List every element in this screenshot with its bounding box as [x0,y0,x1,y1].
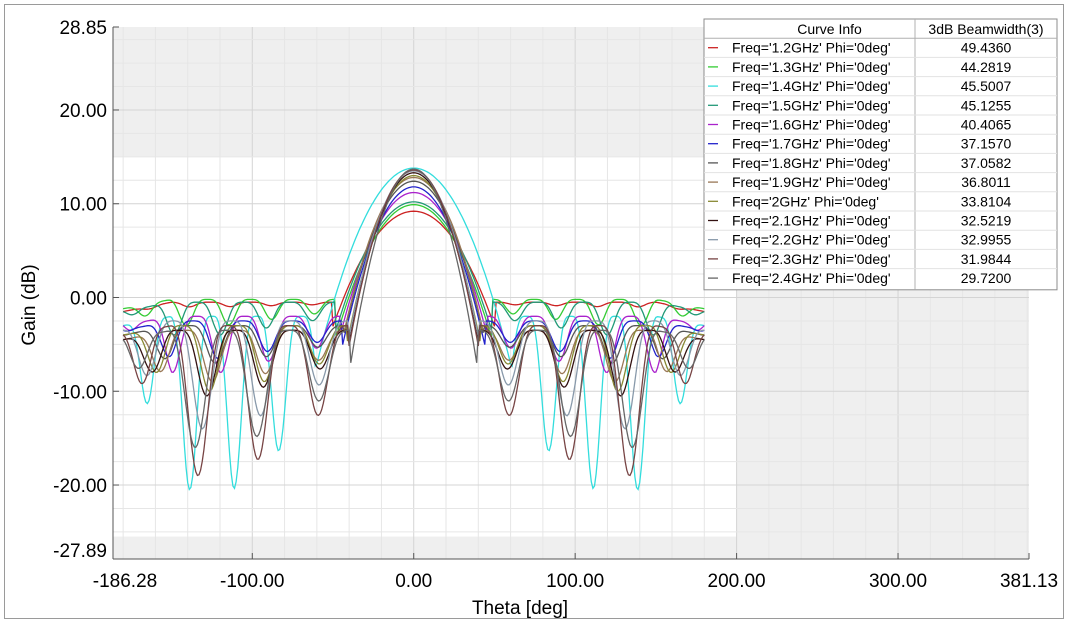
y-tick-label: 10.00 [59,195,107,216]
legend-series-value: 45.5007 [961,78,1012,94]
curve-series [122,169,705,477]
legend-series-name: Freq='1.6GHz' Phi='0deg' [732,117,891,133]
y-tick-label: -20.00 [53,476,107,497]
legend-series-value: 32.9955 [961,232,1012,248]
legend-series-name: Freq='1.4GHz' Phi='0deg' [732,78,891,94]
legend-series-value: 45.1255 [961,97,1012,113]
legend-series-name: Freq='2.4GHz' Phi='0deg' [732,270,891,286]
y-axis-title: Gain (dB) [19,264,40,345]
legend-series-name: Freq='2.2GHz' Phi='0deg' [732,232,891,248]
legend-series-name: Freq='2GHz' Phi='0deg' [732,193,879,209]
legend-series-name: Freq='1.8GHz' Phi='0deg' [732,155,891,171]
x-tick-label: -100.00 [220,571,284,592]
legend-series-value: 33.8104 [961,193,1012,209]
legend-series-name: Freq='1.3GHz' Phi='0deg' [732,59,891,75]
legend-series-name: Freq='2.3GHz' Phi='0deg' [732,251,891,267]
x-tick-label: -186.28 [93,571,157,592]
y-tick-label: 0.00 [70,289,107,310]
x-tick-label: 381.13 [1000,571,1058,592]
legend-header-value: 3dB Beamwidth(3) [928,21,1043,37]
axes: -186.28 -100.00 0.00 100.00 200.00 300.00 381.… [53,18,1058,592]
y-tick-label: 28.85 [59,18,107,39]
x-tick-label: 300.00 [869,571,927,592]
y-tick-label: -27.89 [53,541,107,562]
legend-series-value: 29.7200 [961,270,1012,286]
legend-series-value: 36.8011 [961,174,1011,190]
curve-series [122,210,705,327]
x-tick-label: 100.00 [546,571,604,592]
y-tick-label: 20.00 [59,101,107,122]
legend-series-name: Freq='1.5GHz' Phi='0deg' [732,97,891,113]
curve-series [122,204,705,338]
legend-series-value: 37.0582 [961,155,1012,171]
legend-series-value: 37.1570 [961,136,1012,152]
curves [122,167,705,491]
legend-box [703,18,1058,291]
chart-frame: -186.28 -100.00 0.00 100.00 200.00 300.00 381.… [4,4,1064,619]
x-axis-title: Theta [deg] [472,598,568,619]
x-tick-label: 0.00 [395,571,432,592]
curve-series [122,174,705,392]
legend-series-name: Freq='1.7GHz' Phi='0deg' [732,136,891,152]
legend-series-value: 44.2819 [961,59,1012,75]
x-tick-label: 200.00 [708,571,766,592]
legend-series-value: 49.4360 [961,40,1012,56]
legend-series-name: Freq='2.1GHz' Phi='0deg' [732,213,891,229]
curve-series [122,176,705,383]
legend-series-value: 31.9844 [961,251,1012,267]
legend-header-curve: Curve Info [797,21,862,37]
y-tick-label: -10.00 [53,382,107,403]
legend-series-value: 40.4065 [961,117,1012,133]
curve-series [122,172,705,397]
legend-series-value: 32.5219 [961,213,1012,229]
legend-series-name: Freq='1.2GHz' Phi='0deg' [732,40,891,56]
curve-series [122,168,705,449]
curve-series [123,170,705,430]
legend-series-name: Freq='1.9GHz' Phi='0deg' [732,174,891,190]
legend: Curve Info 3dB Beamwidth(3) Freq='1.2GHz' … [703,18,1058,291]
antenna-gain-chart: -186.28 -100.00 0.00 100.00 200.00 300.00 381.… [19,18,1058,619]
curve-series [122,191,705,374]
